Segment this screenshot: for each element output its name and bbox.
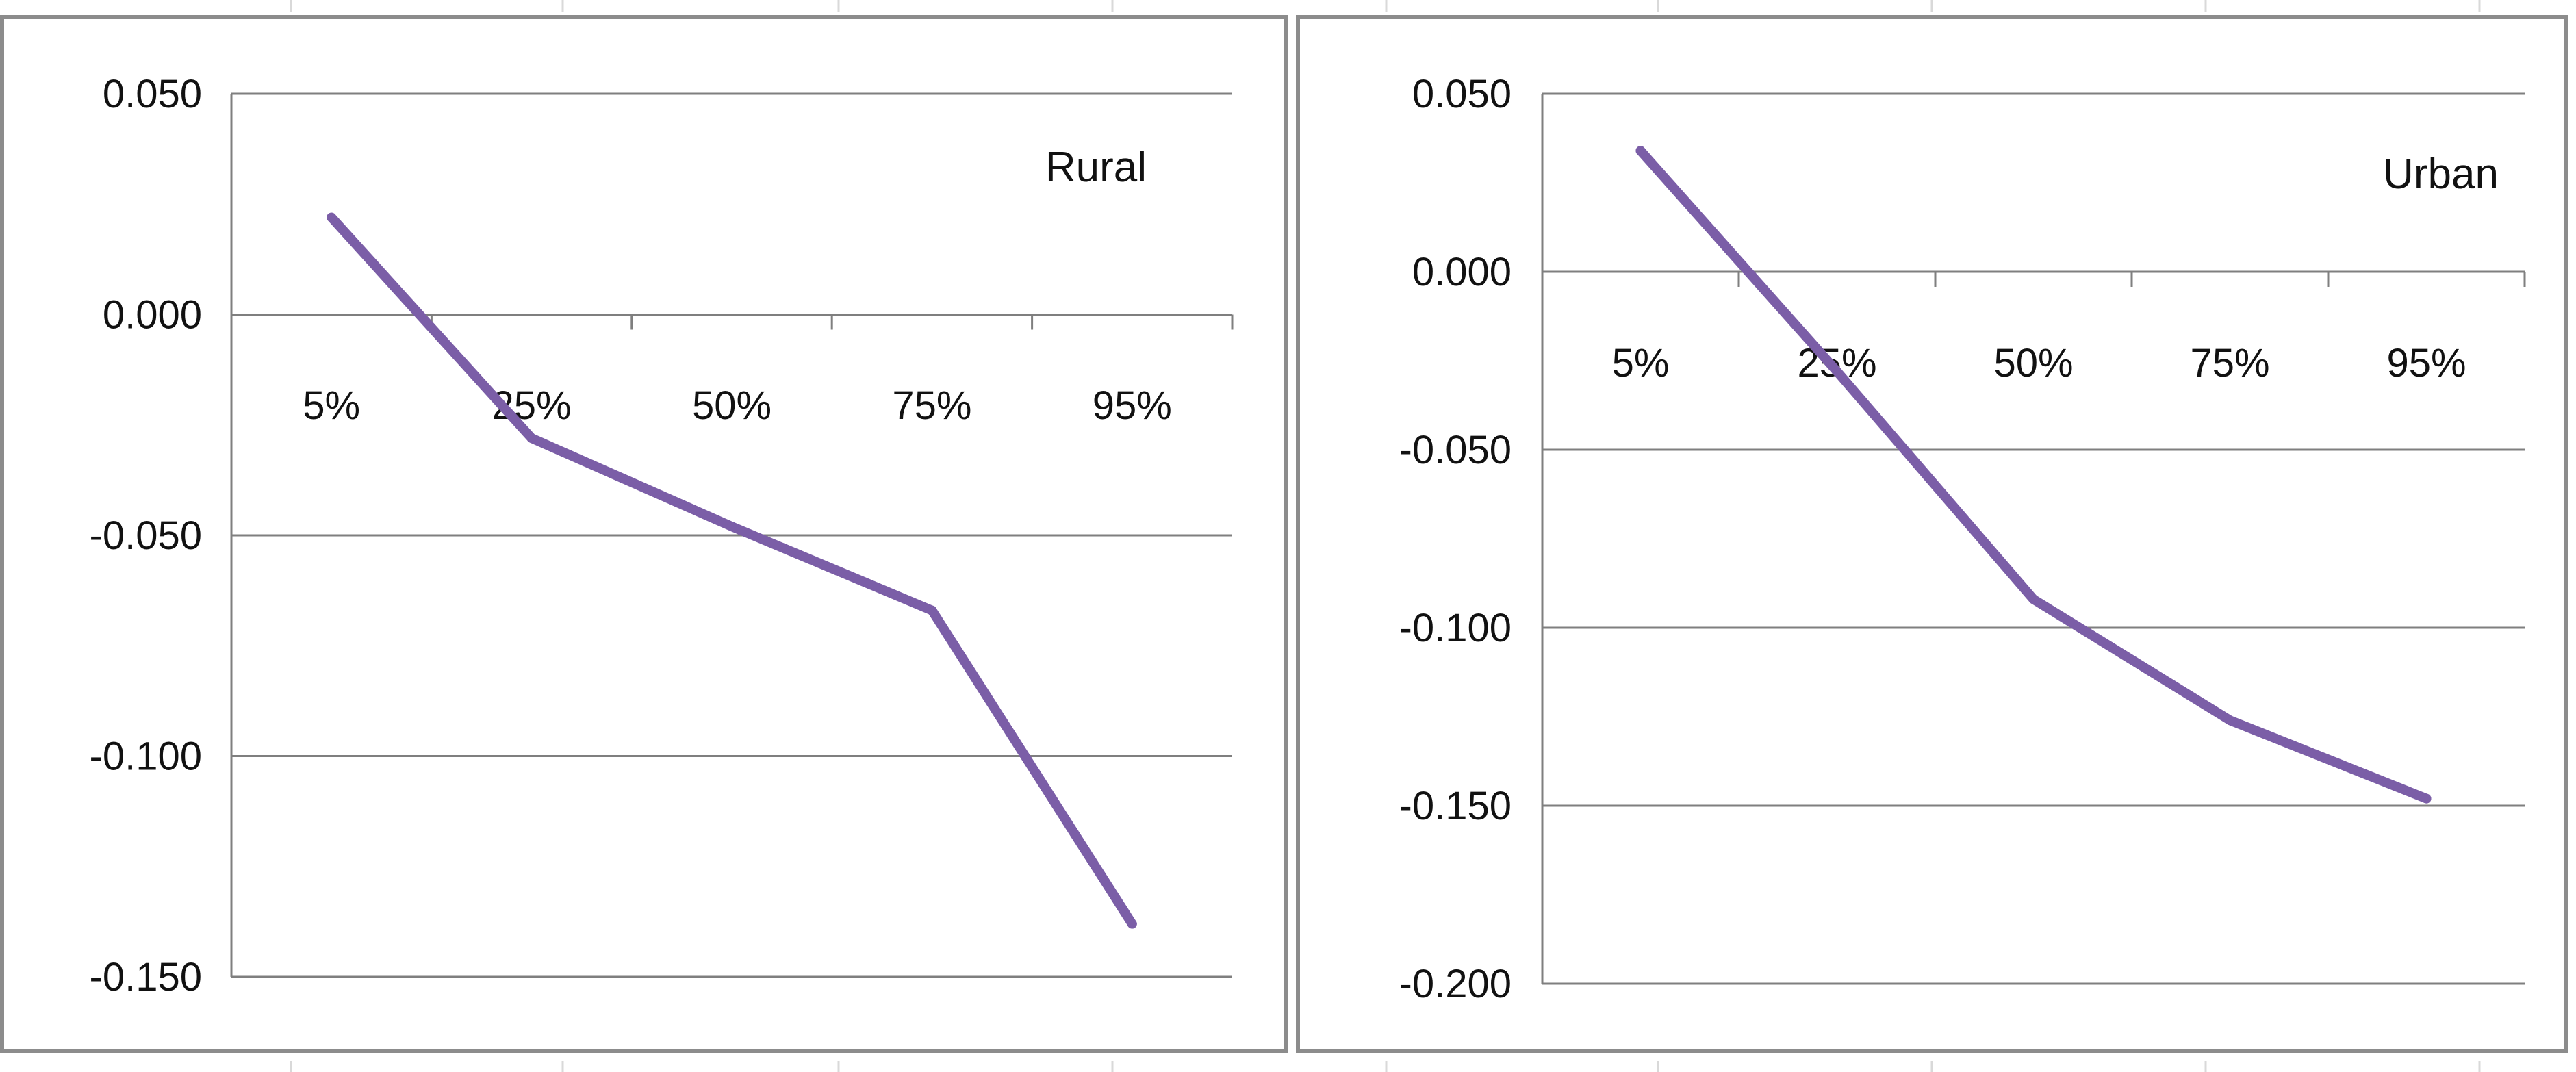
x-tick-label: 50% xyxy=(692,383,771,428)
data-point xyxy=(2421,793,2432,804)
y-tick-label: 0.050 xyxy=(103,72,202,116)
y-tick-label: -0.200 xyxy=(1399,962,1512,1006)
y-tick-label: -0.050 xyxy=(90,513,202,558)
chart-frame xyxy=(0,15,1288,1053)
y-tick-label: -0.150 xyxy=(90,955,202,999)
y-tick-label: 0.000 xyxy=(1412,250,1512,294)
x-tick-label: 50% xyxy=(1993,341,2073,385)
chart-frame xyxy=(1296,15,2568,1053)
y-tick-label: -0.100 xyxy=(1399,606,1512,650)
data-point xyxy=(1832,366,1842,377)
chart-title: Urban xyxy=(2383,151,2499,198)
x-tick-label: 75% xyxy=(892,383,971,428)
x-tick-label: 95% xyxy=(1093,383,1172,428)
y-tick-label: 0.000 xyxy=(103,293,202,337)
data-point xyxy=(1635,146,1646,156)
data-point xyxy=(2028,594,2039,604)
x-tick-label: 95% xyxy=(2386,341,2466,385)
data-point xyxy=(526,433,537,444)
x-tick-label: 5% xyxy=(1612,341,1670,385)
y-tick-label: -0.050 xyxy=(1399,428,1512,472)
x-tick-label: 75% xyxy=(2190,341,2269,385)
data-point xyxy=(327,212,337,222)
y-tick-label: -0.100 xyxy=(90,735,202,779)
y-tick-label: -0.150 xyxy=(1399,784,1512,828)
y-tick-label: 0.050 xyxy=(1412,72,1512,116)
x-tick-label: 5% xyxy=(303,383,360,428)
chart-title: Rural xyxy=(1045,144,1147,191)
data-point xyxy=(2225,715,2235,726)
data-point xyxy=(727,522,737,532)
data-point xyxy=(1127,919,1137,929)
data-point xyxy=(927,605,937,615)
